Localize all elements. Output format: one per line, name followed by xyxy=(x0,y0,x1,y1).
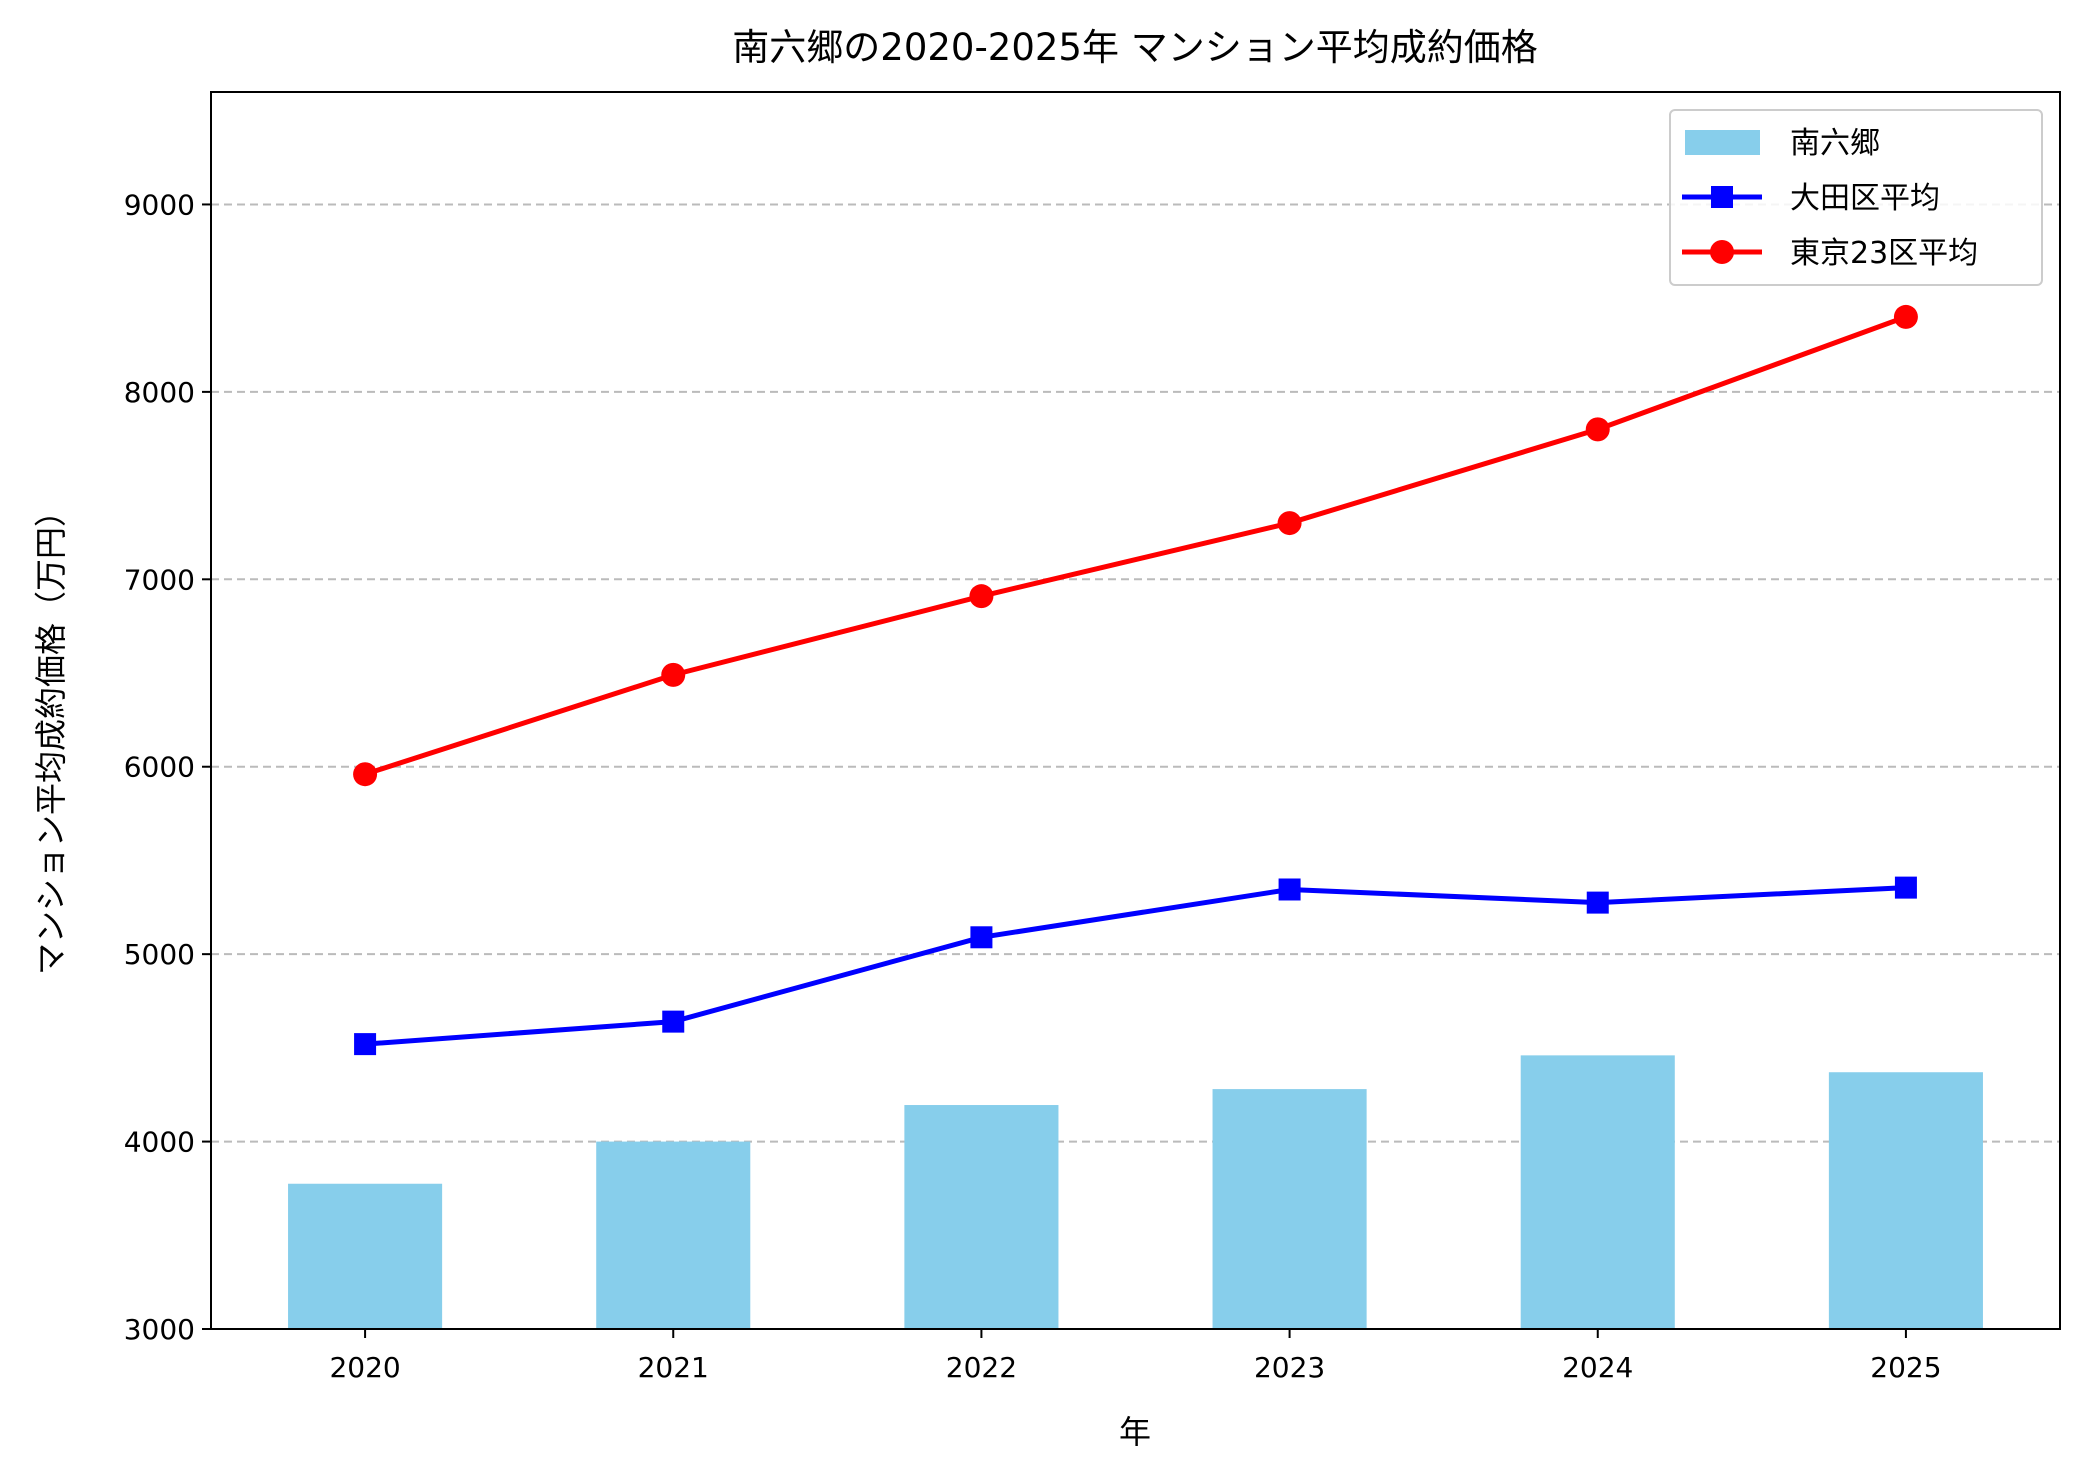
y-tick-label: 9000 xyxy=(124,188,195,221)
bar-2024 xyxy=(1520,1055,1675,1329)
marker-circle xyxy=(353,762,378,787)
bar-2023 xyxy=(1212,1089,1367,1329)
marker-circle xyxy=(1585,417,1610,442)
x-tick-label: 2025 xyxy=(1870,1351,1941,1384)
chart-title: 南六郷の2020-2025年 マンション平均成約価格 xyxy=(732,26,1537,69)
bar-2022 xyxy=(904,1105,1059,1329)
x-tick-label: 2020 xyxy=(329,1351,400,1384)
legend-label: 大田区平均 xyxy=(1790,181,1940,216)
marker-square xyxy=(354,1033,377,1056)
x-axis-label: 年 xyxy=(1119,1413,1151,1451)
x-tick-label: 2021 xyxy=(638,1351,709,1384)
series-line xyxy=(364,885,1907,1047)
marker-circle xyxy=(661,662,686,687)
lines xyxy=(353,304,1918,1056)
y-axis-label: マンション平均成約価格（万円） xyxy=(32,495,70,975)
legend-label: 東京23区平均 xyxy=(1790,236,1978,271)
x-tick-label: 2023 xyxy=(1254,1351,1325,1384)
bars xyxy=(288,1055,1983,1329)
y-tick-label: 3000 xyxy=(124,1313,195,1346)
legend-label: 南六郷 xyxy=(1790,126,1880,161)
legend-marker-square xyxy=(1711,186,1733,208)
marker-square xyxy=(1278,878,1301,901)
grid xyxy=(211,203,2060,1143)
x-tick-label: 2024 xyxy=(1562,1351,1633,1384)
y-tick-label: 8000 xyxy=(124,376,195,409)
y-tick-label: 6000 xyxy=(124,751,195,784)
marker-square xyxy=(1586,891,1609,914)
bar-2021 xyxy=(596,1141,751,1329)
legend-frame xyxy=(1669,109,2043,286)
marker-circle xyxy=(1277,511,1302,536)
legend-swatch xyxy=(1685,130,1760,155)
y-tick-label: 5000 xyxy=(124,938,195,971)
marker-circle xyxy=(969,584,994,609)
y-tick-label: 7000 xyxy=(124,563,195,596)
marker-square xyxy=(662,1010,685,1033)
x-axis: 2020 2021 2022 2023 2024 2025 xyxy=(329,1329,1942,1384)
plot-frame xyxy=(210,91,2061,1330)
bar-2020 xyxy=(288,1183,443,1329)
bar-2025 xyxy=(1828,1072,1983,1329)
legend-marker-circle xyxy=(1710,240,1734,264)
marker-square xyxy=(1894,876,1917,899)
marker-circle xyxy=(1893,304,1918,329)
marker-square xyxy=(970,926,993,949)
y-tick-label: 4000 xyxy=(124,1126,195,1159)
y-axis: 3000 4000 5000 6000 7000 8000 9000 xyxy=(124,188,211,1346)
x-tick-label: 2022 xyxy=(946,1351,1017,1384)
series-line xyxy=(364,314,1907,777)
